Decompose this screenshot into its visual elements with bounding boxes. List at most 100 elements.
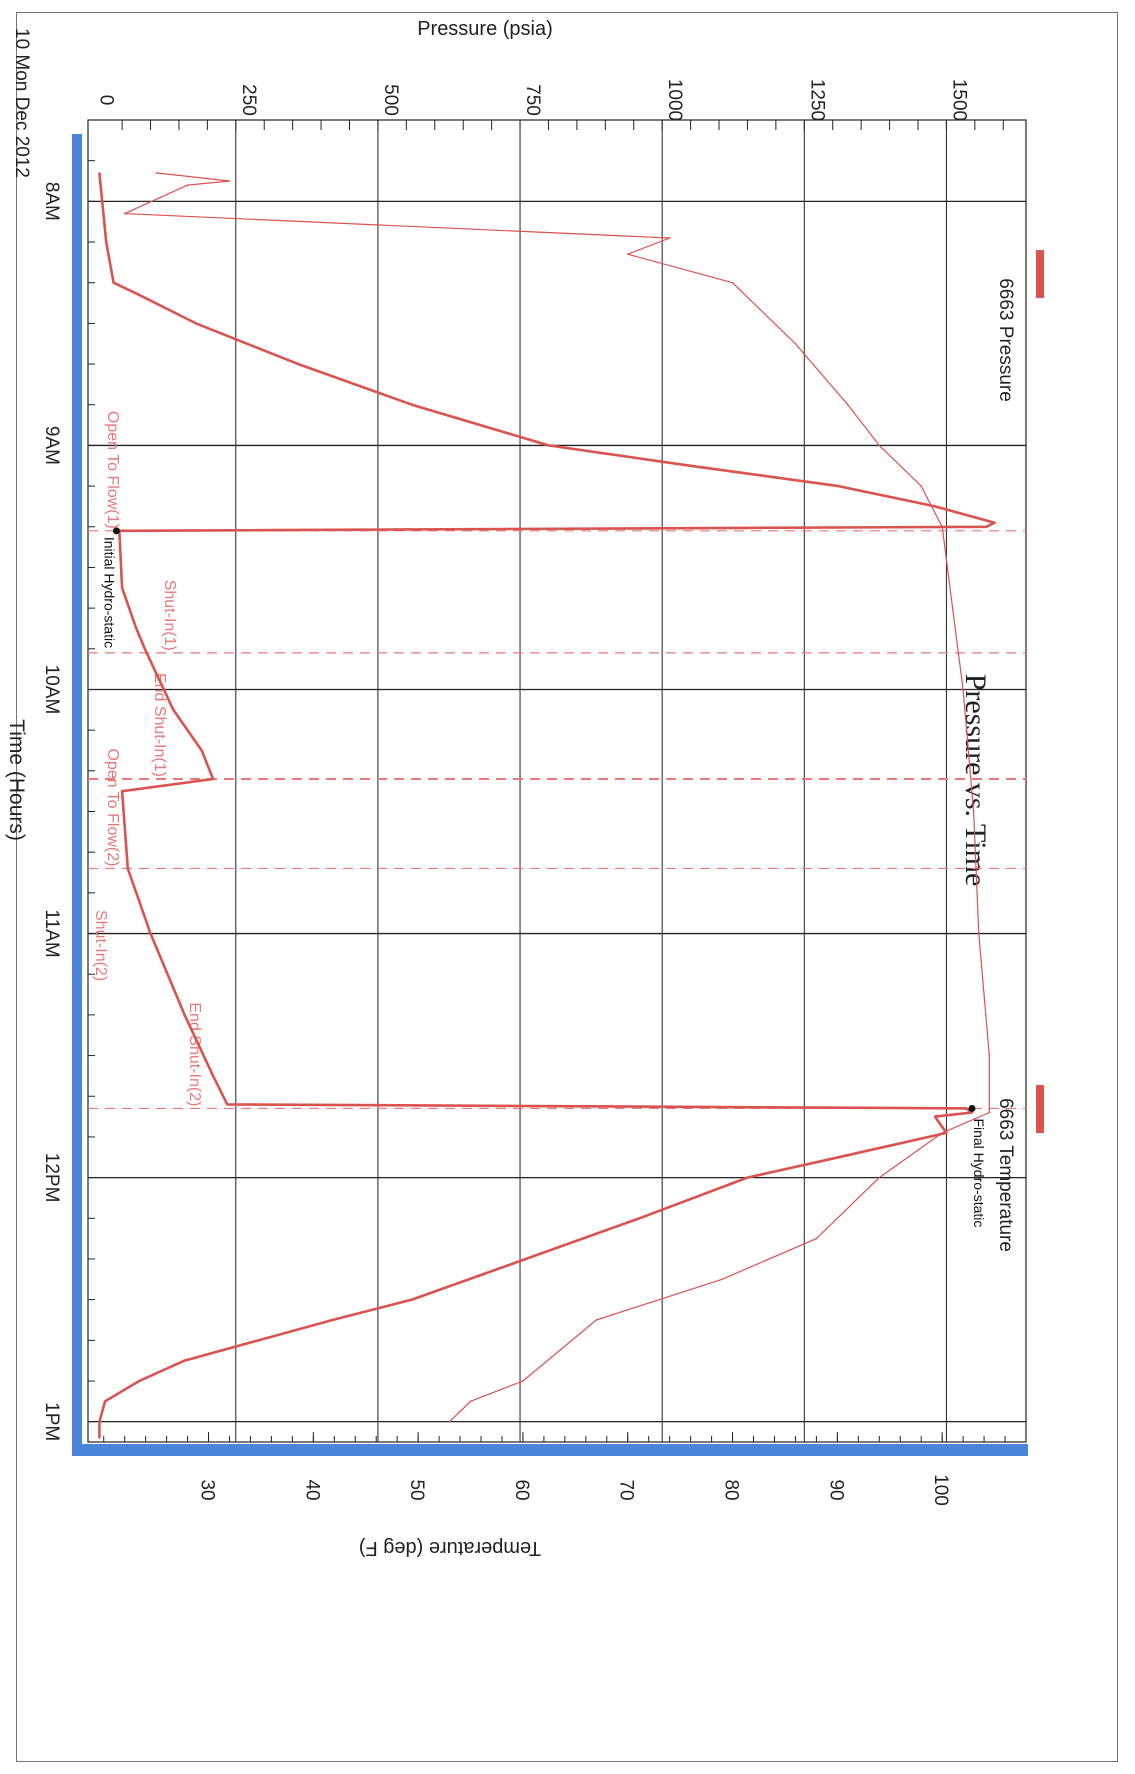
event-label: Shut-In(2) xyxy=(92,910,109,981)
series-point xyxy=(297,363,300,365)
annotation-marker xyxy=(112,527,120,535)
series-point xyxy=(144,648,146,650)
series-point xyxy=(149,932,152,935)
series-point xyxy=(951,607,954,609)
series-point xyxy=(195,322,197,325)
pressure-tick-label: 1250 xyxy=(806,79,827,121)
series-point xyxy=(112,281,115,284)
series-point xyxy=(972,810,975,813)
series-point xyxy=(98,172,101,174)
series-point xyxy=(469,1400,472,1403)
series-point xyxy=(626,253,629,256)
series-point xyxy=(155,172,157,174)
series-point xyxy=(941,1132,943,1134)
series-point xyxy=(183,1014,186,1016)
series-point xyxy=(331,1319,334,1321)
series-point xyxy=(721,1278,723,1281)
time-axis-title: Time (Hours) xyxy=(5,719,28,841)
event-label: End Shut-In(1) xyxy=(151,673,168,777)
time-tick-label: 1PM xyxy=(41,1402,62,1441)
series-point xyxy=(121,586,123,589)
series-point xyxy=(595,1319,598,1321)
series-point xyxy=(547,444,550,447)
series-point xyxy=(212,778,214,780)
date-label: 10 Mon Dec 2012 xyxy=(11,28,32,178)
temperature-tick-label: 90 xyxy=(825,1479,846,1500)
annotation-marker xyxy=(968,1104,976,1112)
series-point xyxy=(135,627,138,630)
pressure-tick-label: 0 xyxy=(96,95,117,106)
series-point xyxy=(878,444,881,447)
series-point xyxy=(226,1103,229,1106)
time-tick-label: 12PM xyxy=(41,1153,62,1203)
series-point xyxy=(123,212,126,215)
temperature-tick-label: 70 xyxy=(616,1479,637,1500)
pressure-tick-label: 250 xyxy=(238,84,259,116)
time-tick-label: 11AM xyxy=(41,909,62,957)
series-point xyxy=(731,281,734,284)
plot-area xyxy=(87,119,1027,1443)
series-point xyxy=(638,1217,641,1220)
series-point xyxy=(934,505,936,508)
series-point xyxy=(200,749,203,752)
pressure-tick-label: 500 xyxy=(380,84,401,116)
series-point xyxy=(172,709,175,711)
pressure-tick-label: 1000 xyxy=(664,79,685,121)
temperature-tick-label: 80 xyxy=(721,1479,742,1500)
temperature-tick-label: 30 xyxy=(197,1479,218,1500)
series-line-6663-temperature xyxy=(124,172,990,1423)
series-point xyxy=(186,184,189,186)
temperature-tick-label: 40 xyxy=(301,1479,322,1500)
series-point xyxy=(668,237,671,239)
legend-label: 6663 Temperature xyxy=(995,1098,1016,1252)
series-point xyxy=(847,403,849,406)
time-axis-bar xyxy=(72,134,82,1454)
event-label: Shut-In(1) xyxy=(161,580,178,651)
series-point xyxy=(448,1420,451,1423)
series-point xyxy=(941,525,943,528)
time-tick-label: 8AM xyxy=(41,182,62,221)
temperature-tick-label: 100 xyxy=(930,1474,951,1506)
series-point xyxy=(138,294,140,296)
event-label: Open To Flow(2) xyxy=(104,748,121,866)
series-point xyxy=(183,1359,186,1362)
series-point xyxy=(978,932,980,935)
series-point xyxy=(101,200,104,203)
temperature-tick-label: 50 xyxy=(406,1479,427,1500)
series-point xyxy=(138,1380,140,1382)
series-point xyxy=(945,1132,948,1134)
series-point xyxy=(988,1111,991,1114)
event-label: Open To Flow(1) xyxy=(104,411,121,529)
pressure-tick-label: 1500 xyxy=(948,79,969,121)
pressure-axis-title: Pressure (psia) xyxy=(417,18,553,40)
page-frame xyxy=(16,12,1118,1762)
event-label: End Shut-In(2) xyxy=(186,1002,203,1106)
series-point xyxy=(104,1400,106,1403)
series-point xyxy=(98,1420,101,1423)
series-point xyxy=(411,403,413,406)
series-point xyxy=(985,525,988,528)
temperature-tick-label: 60 xyxy=(511,1479,532,1500)
time-tick-label: 9AM xyxy=(41,426,62,465)
series-point xyxy=(121,790,123,792)
temperature-axis-title: Temperature (deg F) xyxy=(359,1537,541,1559)
series-point xyxy=(878,1176,881,1179)
series-point xyxy=(98,1437,101,1439)
series-point xyxy=(837,485,840,487)
temperature-axis-bar xyxy=(72,1444,1028,1456)
series-line-6663-pressure xyxy=(98,172,997,1438)
series-point xyxy=(837,1156,840,1159)
series-point xyxy=(934,1115,936,1118)
series-point xyxy=(522,1380,524,1382)
series-point xyxy=(920,485,922,487)
legend-swatch xyxy=(1036,250,1044,298)
annotation-label: Initial Hydro-static xyxy=(101,537,117,648)
series-point xyxy=(815,1237,818,1240)
time-tick-label: 10AM xyxy=(41,665,62,715)
series-point xyxy=(126,867,129,870)
legend-label: 6663 Pressure xyxy=(995,278,1016,402)
series-point xyxy=(993,521,996,524)
series-point xyxy=(212,1075,214,1077)
legend-swatch xyxy=(1036,1085,1044,1133)
